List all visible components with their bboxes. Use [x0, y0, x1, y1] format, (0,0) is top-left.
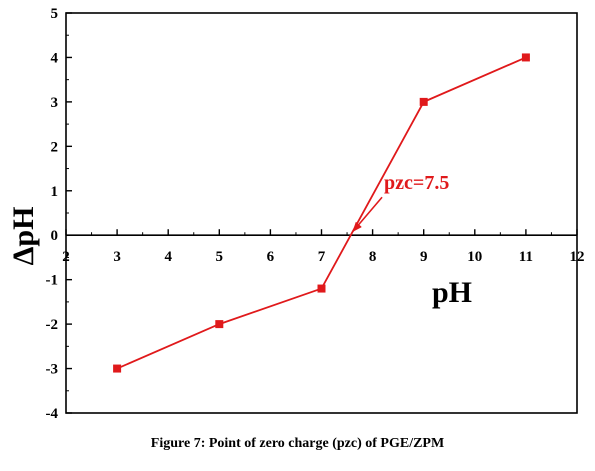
- x-tick-label: 10: [467, 249, 482, 265]
- x-tick-label: 6: [267, 249, 275, 265]
- data-point: [521, 53, 530, 62]
- y-tick-label: 2: [51, 139, 59, 155]
- y-tick-label: 1: [51, 184, 59, 200]
- y-tick-label: 4: [51, 50, 59, 66]
- annotation: pzc=7.5: [352, 172, 449, 232]
- plot-border: [65, 12, 578, 414]
- series-line: [116, 56, 527, 370]
- y-tick-label: -2: [46, 317, 59, 333]
- x-tick-label: 5: [216, 249, 224, 265]
- data-point: [215, 320, 224, 329]
- x-tick-label: 12: [570, 249, 585, 265]
- x-tick-label: 11: [519, 249, 533, 265]
- x-tick-label: 4: [164, 249, 172, 265]
- y-tick-label: 5: [51, 6, 59, 22]
- x-tick-label: 3: [113, 249, 121, 265]
- figure-caption: Figure 7: Point of zero charge (pzc) of …: [150, 436, 445, 451]
- y-tick-label: -1: [46, 273, 59, 289]
- data-point: [419, 97, 428, 106]
- annotation-label: pzc=7.5: [384, 172, 449, 194]
- x-axis: 2 3 4 5 6 7 8 9 10 11 12: [62, 229, 585, 265]
- data-point: [317, 284, 326, 293]
- data-point: [113, 364, 122, 373]
- plot-frame: [65, 12, 578, 414]
- y-tick-label: -4: [46, 406, 59, 422]
- x-tick-label: 7: [318, 249, 326, 265]
- data-series: [113, 53, 530, 373]
- x-tick-label: 9: [420, 249, 428, 265]
- y-axis-title: ΔpH: [7, 207, 40, 266]
- x-axis-title: pH: [432, 276, 472, 309]
- x-tick-label: 2: [62, 249, 70, 265]
- x-tick-label: 8: [369, 249, 377, 265]
- y-tick-label: 3: [51, 95, 59, 111]
- annotation-arrow: [352, 196, 383, 232]
- y-tick-label: -3: [46, 362, 59, 378]
- y-axis: 5 4 3 2 1 0 -1 -2 -3 -4: [46, 6, 72, 422]
- y-tick-label: 0: [51, 228, 59, 244]
